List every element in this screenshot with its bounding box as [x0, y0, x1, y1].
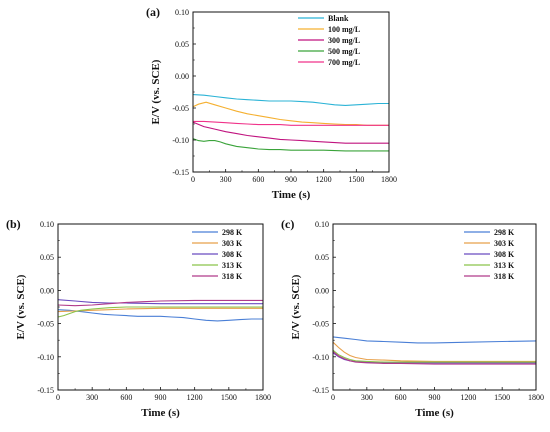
- x-tick-label: 1500: [221, 393, 237, 402]
- y-tick-label: 0.05: [40, 253, 54, 262]
- x-tick-label: 900: [429, 393, 441, 402]
- series-line-303-k: [57, 307, 263, 313]
- y-tick-label: -0.10: [172, 136, 189, 145]
- x-tick-label: 0: [56, 393, 60, 402]
- y-tick-label: -0.15: [312, 386, 329, 395]
- series-line-700-mg-l: [193, 120, 389, 126]
- x-tick-label: 1800: [381, 175, 397, 184]
- chart-panel-3: (c) 0 300 600 900 1200 1500 1800 -0.15 -0.10 -0.05…: [281, 217, 544, 419]
- panel-label: (a): [146, 5, 160, 19]
- series-line-blank: [192, 94, 389, 106]
- x-tick-label: 300: [220, 175, 232, 184]
- y-tick-label: 0.05: [315, 253, 329, 262]
- legend-label: 318 K: [494, 272, 515, 281]
- x-tick-label: 300: [361, 393, 373, 402]
- legend-label: 313 K: [222, 261, 243, 270]
- y-tick-label: 0.10: [40, 220, 54, 229]
- y-tick-label: -0.15: [172, 168, 189, 177]
- x-tick-label: 1200: [187, 393, 203, 402]
- x-tick-label: 1200: [460, 393, 476, 402]
- series-line-300-mg-l: [192, 121, 389, 144]
- legend: Blank 100 mg/L 300 mg/L 500 mg/L 700 mg/L: [298, 14, 360, 67]
- y-axis-title: E/V (vs. SCE): [290, 274, 302, 339]
- x-tick-label: 1800: [255, 393, 271, 402]
- legend: 298 K 303 K 308 K 313 K 318 K: [192, 228, 243, 281]
- series-line-303-k: [332, 341, 536, 362]
- x-tick-label: 1500: [348, 175, 364, 184]
- legend: 298 K 303 K 308 K 313 K 318 K: [464, 228, 515, 281]
- y-tick-label: -0.05: [172, 104, 189, 113]
- y-tick-label: 0.00: [40, 286, 54, 295]
- x-tick-label: 900: [155, 393, 167, 402]
- series-line-298-k: [332, 336, 537, 344]
- legend-label: 298 K: [494, 228, 515, 237]
- x-axis-title: Time (s): [415, 407, 454, 419]
- y-axis-title: E/V (vs. SCE): [15, 274, 27, 339]
- x-tick-label: 300: [86, 393, 98, 402]
- series-line-318-k: [57, 299, 263, 307]
- legend-label: Blank: [328, 14, 349, 23]
- y-tick-label: 0.00: [315, 286, 329, 295]
- chart-panel-1: (a) 0 300 600 900 1200 1500 1800 -0.15 -0.10 -0.05…: [146, 5, 397, 201]
- x-tick-label: 900: [285, 175, 297, 184]
- x-tick-label: 600: [395, 393, 407, 402]
- x-axis-title: Time (s): [272, 189, 311, 201]
- legend-label: 500 mg/L: [328, 47, 360, 56]
- series-line-308-k: [332, 352, 536, 364]
- legend-label: 303 K: [494, 239, 515, 248]
- legend-label: 308 K: [494, 250, 515, 259]
- legend-label: 700 mg/L: [328, 58, 360, 67]
- series-line-313-k: [332, 349, 536, 363]
- x-tick-label: 600: [252, 175, 264, 184]
- panel-label: (b): [6, 217, 21, 231]
- y-tick-label: 0.00: [175, 72, 189, 81]
- legend-label: 303 K: [222, 239, 243, 248]
- x-tick-label: 0: [331, 393, 335, 402]
- legend-label: 100 mg/L: [328, 25, 360, 34]
- series-line-500-mg-l: [192, 138, 389, 152]
- y-tick-label: -0.05: [37, 320, 54, 329]
- x-axis-title: Time (s): [141, 407, 180, 419]
- series-line-318-k: [332, 351, 536, 365]
- legend-label: 313 K: [494, 261, 515, 270]
- legend-label: 318 K: [222, 272, 243, 281]
- legend-label: 308 K: [222, 250, 243, 259]
- x-tick-label: 600: [120, 393, 132, 402]
- legend-label: 298 K: [222, 228, 243, 237]
- y-tick-label: 0.05: [175, 40, 189, 49]
- plot-frame: [332, 223, 537, 391]
- y-tick-label: -0.05: [312, 320, 329, 329]
- y-axis-title: E/V (vs. SCE): [150, 59, 162, 124]
- x-tick-label: 1800: [528, 393, 544, 402]
- x-tick-label: 1200: [316, 175, 332, 184]
- series-line-298-k: [57, 309, 263, 322]
- panel-label: (c): [281, 217, 294, 231]
- y-tick-label: -0.15: [37, 386, 54, 395]
- y-tick-label: -0.10: [312, 353, 329, 362]
- y-tick-label: 0.10: [175, 8, 189, 17]
- chart-panel-2: (b) 0 300 600 900 1200 1500 1800 -0.15 -0.10 -0.05…: [6, 217, 271, 419]
- y-tick-label: 0.10: [315, 220, 329, 229]
- x-tick-label: 0: [191, 175, 195, 184]
- y-tick-label: -0.10: [37, 353, 54, 362]
- series-line-100-mg-l: [192, 101, 389, 126]
- series-line-308-k: [57, 299, 263, 305]
- series-line-313-k: [57, 306, 263, 318]
- legend-label: 300 mg/L: [328, 36, 360, 45]
- x-tick-label: 1500: [494, 393, 510, 402]
